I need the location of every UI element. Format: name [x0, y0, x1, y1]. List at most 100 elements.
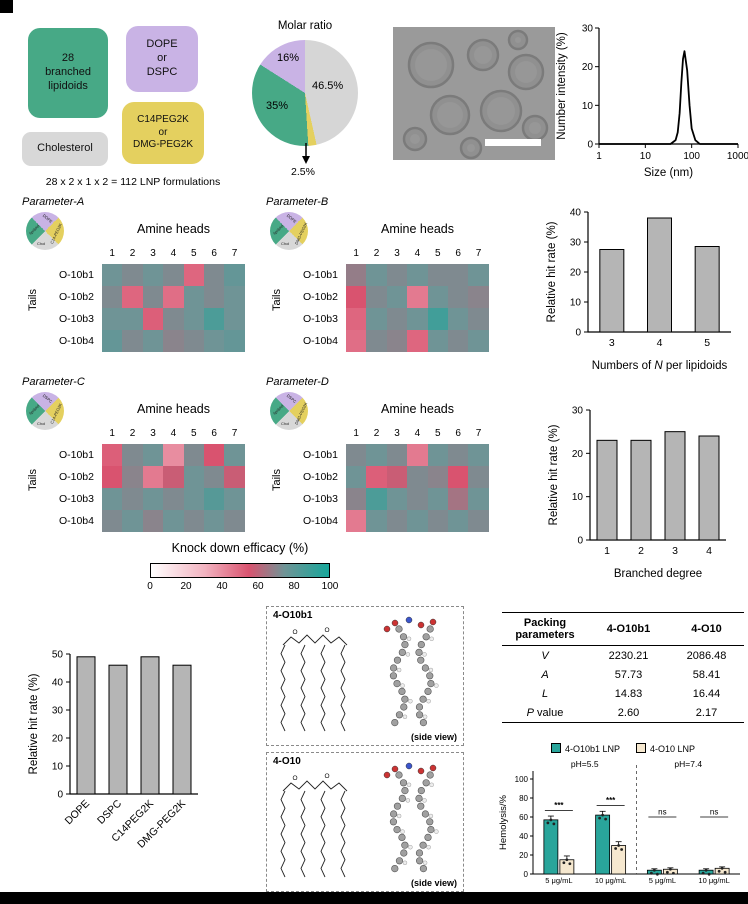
heatmap-column-labels: 1 2 3 4 5 6 7: [102, 248, 245, 259]
svg-text:100: 100: [515, 775, 529, 784]
colorbar-tick: 40: [216, 581, 228, 592]
composition-pie-icon: DOPE C14-PEG2K Chol lipidoid: [26, 212, 64, 250]
svg-text:O: O: [292, 775, 297, 782]
legend-label: 4-O10 LNP: [650, 744, 696, 754]
svg-text:Relative hit rate (%): Relative hit rate (%): [548, 424, 560, 525]
structure-caption: (side view): [410, 878, 457, 888]
svg-text:0: 0: [524, 870, 529, 879]
pie-slice-label: 16%: [277, 52, 300, 64]
svg-text:***: ***: [554, 801, 564, 810]
heatmap-panel-parameter-a: Parameter-A DOPE C14-PEG2K Chol lipidoid Amin…: [20, 196, 250, 360]
svg-text:Numbers of N per lipidoids: Numbers of N per lipidoids: [592, 360, 728, 372]
heatmap-panel-parameter-b: Parameter-B DOPE DMG-PEG2K Chol lipidoid Amin…: [264, 196, 494, 360]
column-label: 5: [434, 428, 441, 439]
table-cell: 57.73: [614, 668, 643, 681]
heatmap-cell: [407, 444, 428, 466]
ball-stick-model: [383, 762, 439, 873]
heatmap-cell: [366, 286, 387, 308]
cholesterol-label: Cholesterol: [37, 142, 93, 155]
svg-text:5: 5: [704, 337, 710, 349]
column-label: 6: [211, 248, 217, 259]
table-cell: 14.83: [614, 687, 643, 700]
heatmap-cell: [346, 510, 367, 532]
svg-text:3: 3: [672, 545, 678, 557]
heatmap-cell: [427, 308, 448, 330]
composition-pie-label: C14-PEG2K: [49, 402, 63, 425]
row-label: O-10b2: [302, 471, 338, 483]
svg-text:10 μg/mL: 10 μg/mL: [698, 876, 729, 885]
lipidoids-label: 28 branched lipidoids: [45, 52, 91, 92]
heatmap-cell: [102, 264, 123, 286]
tails-axis-label: Tails: [27, 468, 40, 492]
column-label: 2: [373, 428, 380, 439]
heatmap-cell: [386, 510, 408, 532]
bottom-black-bar: [0, 892, 748, 904]
heatmap-cell: [163, 286, 184, 308]
heatmap-title: Parameter-D: [266, 376, 329, 388]
composition-pie-label: DMG-PEG2K: [293, 221, 309, 246]
structure-label: 4-O10: [273, 756, 301, 767]
amine-heads-label: Amine heads: [137, 222, 210, 236]
composition-pie-label: DOPE: [285, 212, 298, 225]
svg-text:0: 0: [577, 536, 583, 547]
heatmap-cell: [224, 264, 245, 286]
table-cell: P value: [502, 703, 588, 723]
svg-text:100: 100: [683, 151, 700, 162]
heatmap-cell: [346, 286, 367, 308]
heatmap-cell: [102, 444, 123, 466]
heatmap-cell: [407, 264, 428, 286]
peg-lipid-label: C14PEG2K or DMG-PEG2K: [132, 114, 193, 151]
hit-rate-by-N-chart: 0 10 20 30 40 3 4 5 Relative hit rate (%) Numbers…: [546, 208, 731, 372]
heatmap-cell: [407, 308, 428, 330]
row-label: O-10b4: [302, 515, 338, 527]
column-label: 5: [190, 248, 197, 259]
hemolysis-legend: 4-O10b1 LNP 4-O10 LNP: [500, 743, 746, 754]
table-cell: 58.41: [692, 668, 721, 681]
heatmap-cell: [427, 466, 448, 488]
size-distribution-chart: 0 10 20 30 1 10 100 1000 Size (nm) Number intensi…: [556, 24, 748, 180]
heatmap-cell: [163, 444, 184, 466]
heatmap-cell: [386, 466, 408, 488]
heatmap-cell: [407, 330, 428, 352]
heatmap-cell: [468, 308, 489, 330]
heatmap-cell: [366, 264, 387, 286]
heatmap-cell: [386, 264, 408, 286]
table-cell: 16.44: [692, 687, 721, 700]
peg-lipid-box: C14PEG2K or DMG-PEG2K: [122, 102, 204, 164]
legend-label: 4-O10b1 LNP: [564, 744, 620, 754]
heatmap-cell: [122, 444, 143, 466]
svg-text:1: 1: [604, 545, 610, 557]
panel-marker: [0, 0, 13, 13]
structure-caption: (side view): [410, 732, 457, 742]
heatmap-cell: [447, 308, 469, 330]
row-label: O-10b2: [58, 471, 94, 483]
heatmap-cell: [224, 286, 245, 308]
heatmap-cell: [427, 488, 448, 510]
heatmap-cell: [468, 444, 489, 466]
column-label: 6: [211, 428, 217, 439]
heatmap-cell: [142, 286, 164, 308]
svg-text:20: 20: [570, 268, 582, 279]
heatmap-cell: [346, 466, 367, 488]
amine-heads-label: Amine heads: [137, 402, 210, 416]
heatmap-grid: [346, 444, 489, 532]
svg-text:20: 20: [519, 851, 528, 860]
svg-text:Number intensity (%): Number intensity (%): [556, 32, 568, 140]
table-cell: V: [541, 649, 549, 662]
composition-pie-label: lipidoid: [28, 403, 41, 416]
svg-text:2: 2: [638, 545, 644, 557]
heatmap-grid: [346, 264, 489, 352]
column-label: 1: [353, 248, 359, 259]
svg-text:30: 30: [570, 238, 582, 249]
heatmap-cell: [468, 466, 489, 488]
pie-slice-label: 46.5%: [312, 80, 344, 92]
svg-text:Branched degree: Branched degree: [614, 568, 702, 580]
row-label: O-10b3: [302, 493, 338, 505]
heatmap-cell: [142, 264, 164, 286]
table-cell: L: [541, 687, 549, 700]
heatmap-cell: [203, 286, 225, 308]
heatmap-cell: [163, 466, 184, 488]
